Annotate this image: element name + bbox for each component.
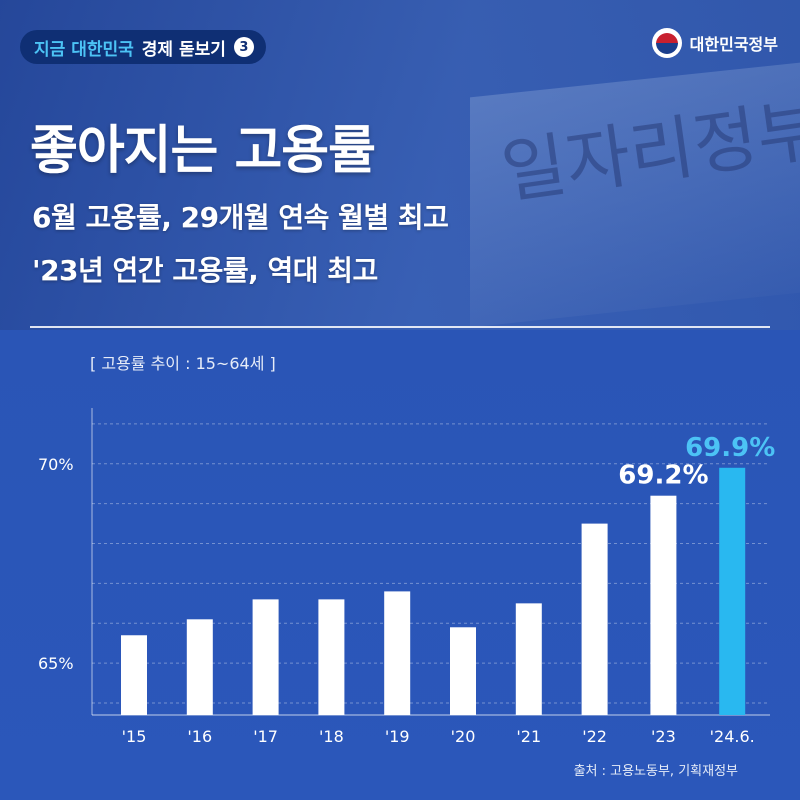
source-note: 출처 : 고용노동부, 기획재정부: [573, 764, 738, 779]
x-tick-label: '22: [582, 727, 607, 746]
x-tick-label: '23: [651, 727, 676, 746]
government-name: 대한민국정부: [689, 35, 778, 54]
x-tick-label: '16: [187, 727, 212, 746]
bar: [252, 599, 279, 715]
bar: [719, 467, 746, 715]
series-tag-text: 경제 돋보기: [141, 39, 226, 60]
series-tag-highlight: 지금 대한민국: [34, 39, 134, 60]
x-tick-label: '21: [516, 727, 541, 746]
bar: [121, 635, 147, 715]
bar: [450, 627, 476, 715]
taegeuk-emblem-icon: [651, 28, 682, 58]
bar: [650, 495, 677, 715]
government-logo: 대한민국정부: [651, 28, 778, 58]
x-tick-label: '15: [122, 727, 147, 746]
x-tick-label: '17: [253, 727, 278, 746]
bar: [581, 523, 608, 715]
headline: 좋아지는 고용률: [30, 121, 376, 181]
subheadline-1: 6월 고용률, 29개월 연속 월별 최고: [32, 201, 449, 234]
x-tick-label: '20: [451, 727, 476, 746]
x-tick-label: '19: [385, 727, 410, 746]
bar: [318, 599, 345, 715]
data-label: 69.2%: [618, 461, 708, 491]
y-tick-label: 65%: [38, 654, 74, 673]
divider: [30, 326, 770, 328]
x-tick-label: '24.6.: [710, 727, 755, 746]
series-tag: 지금 대한민국 경제 돋보기 3: [20, 30, 266, 64]
bar: [186, 619, 213, 715]
data-label: 69.9%: [685, 433, 775, 463]
bar: [384, 591, 411, 715]
x-tick-label: '18: [319, 727, 344, 746]
subheadline-2: '23년 연간 고용률, 역대 최고: [32, 254, 378, 287]
chart-label: [ 고용률 추이 : 15~64세 ]: [90, 354, 276, 373]
y-tick-label: 70%: [38, 455, 74, 474]
series-number-badge: 3: [233, 37, 254, 57]
bar: [515, 603, 542, 715]
